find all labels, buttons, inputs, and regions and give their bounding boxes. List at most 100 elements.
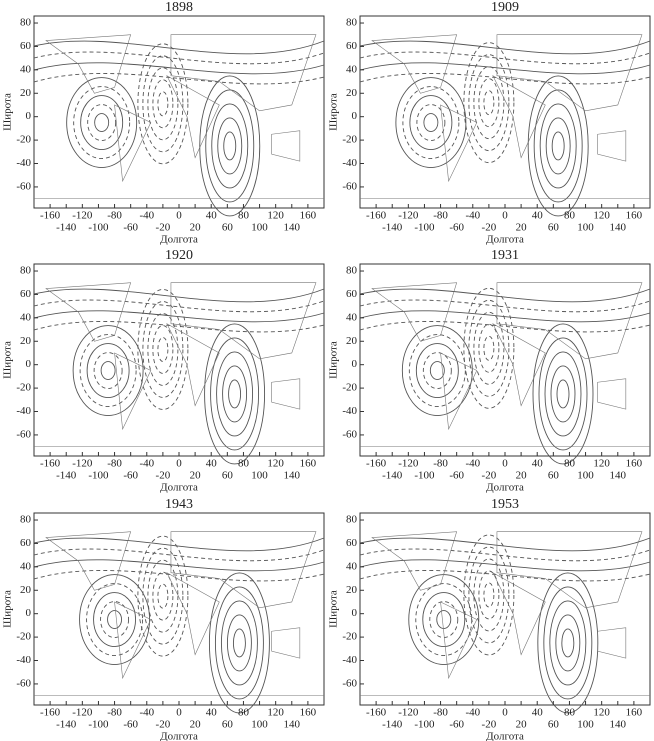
- coastline: [496, 34, 643, 112]
- contour-line: [402, 86, 460, 159]
- x-tick-label: -140: [56, 222, 77, 234]
- x-tick-label: -160: [366, 458, 387, 470]
- contour-line: [422, 352, 452, 389]
- x-tick-label: -100: [414, 470, 435, 482]
- x-tick-label: 0: [176, 707, 182, 719]
- y-tick-label: -60: [342, 180, 357, 192]
- y-tick-label: -20: [16, 631, 31, 643]
- y-tick-label: -60: [16, 428, 31, 440]
- x-tick-label: -60: [123, 222, 138, 234]
- x-tick-label: -120: [398, 458, 419, 470]
- x-tick-label: -80: [433, 707, 448, 719]
- y-tick-label: 80: [20, 17, 32, 29]
- map-frame: [33, 15, 325, 209]
- y-tick-label: -40: [16, 654, 31, 666]
- x-tick-label: -140: [56, 470, 77, 482]
- x-axis-label: Долгота: [486, 731, 524, 741]
- map-panel: 1953806040200-20-40-60-160-140-120-100-8…: [328, 497, 651, 741]
- contour-line: [538, 337, 588, 451]
- x-tick-label: 120: [267, 458, 284, 470]
- x-tick-label: 80: [238, 210, 250, 222]
- x-tick-label: 140: [284, 470, 301, 482]
- x-tick-label: -20: [482, 470, 497, 482]
- contour-line: [33, 299, 325, 313]
- map-panel: 1920806040200-20-40-60-160-140-120-100-8…: [2, 248, 325, 494]
- contour-line: [359, 40, 651, 55]
- contour-line: [33, 288, 325, 303]
- contour-line: [423, 113, 439, 132]
- contour-line: [73, 86, 131, 159]
- y-tick-label: -60: [16, 180, 31, 192]
- coastline: [492, 74, 546, 159]
- contour-line: [220, 600, 258, 686]
- y-tick-label: 60: [346, 40, 358, 52]
- panel-title: 1943: [165, 497, 193, 512]
- coastline: [114, 352, 152, 431]
- x-tick-label: -80: [433, 458, 448, 470]
- contour-line: [152, 325, 174, 374]
- contour-line: [478, 570, 500, 620]
- y-tick-label: 0: [26, 358, 32, 370]
- y-tick-label: 60: [20, 288, 32, 300]
- y-tick-label: 40: [346, 311, 358, 323]
- contour-line: [80, 95, 124, 150]
- coastline: [492, 322, 546, 407]
- contour-line: [217, 117, 243, 175]
- y-axis-label: Широта: [328, 93, 340, 131]
- contour-line: [100, 601, 130, 638]
- y-tick-label: 0: [352, 110, 358, 122]
- x-axis-label: Долгота: [486, 234, 524, 246]
- y-tick-label: 60: [346, 537, 358, 549]
- x-tick-label: 80: [564, 210, 576, 222]
- x-tick-label: 140: [284, 222, 301, 234]
- coastline: [114, 104, 152, 183]
- contour-line: [33, 51, 325, 65]
- y-tick-label: 60: [20, 537, 32, 549]
- contour-line: [409, 95, 453, 150]
- contour-line: [551, 131, 565, 161]
- x-tick-label: -80: [107, 210, 122, 222]
- contour-line: [463, 534, 515, 656]
- contour-line: [152, 79, 174, 129]
- contour-line: [147, 313, 179, 386]
- contour-line: [86, 583, 144, 656]
- contour-line: [545, 117, 571, 175]
- y-tick-label: 0: [352, 358, 358, 370]
- x-tick-label: 160: [626, 210, 643, 222]
- y-tick-label: 60: [346, 288, 358, 300]
- contour-line: [137, 535, 189, 657]
- contour-line: [72, 325, 144, 416]
- x-tick-label: 140: [284, 719, 301, 731]
- contour-line: [359, 73, 651, 85]
- coastline: [170, 34, 317, 112]
- x-tick-label: 40: [206, 458, 218, 470]
- contour-line: [359, 62, 651, 75]
- contour-line: [429, 361, 445, 380]
- x-tick-label: -80: [107, 458, 122, 470]
- x-tick-label: 120: [267, 210, 284, 222]
- x-tick-label: 160: [300, 210, 317, 222]
- contour-line: [359, 559, 651, 572]
- y-tick-label: 80: [346, 514, 358, 526]
- contour-line: [33, 559, 325, 572]
- x-tick-label: -140: [56, 719, 77, 731]
- x-tick-label: -40: [465, 458, 480, 470]
- x-tick-label: -60: [449, 470, 464, 482]
- contour-line: [463, 287, 515, 409]
- contour-line: [33, 310, 325, 323]
- y-tick-label: 40: [20, 560, 32, 572]
- x-tick-label: -40: [465, 707, 480, 719]
- y-axis-label: Широта: [328, 590, 340, 628]
- x-tick-label: 160: [626, 458, 643, 470]
- contour-line: [33, 537, 325, 552]
- x-tick-label: -140: [382, 719, 403, 731]
- x-tick-label: 40: [206, 707, 218, 719]
- contour-line: [408, 334, 466, 407]
- contour-line: [208, 572, 270, 714]
- x-tick-label: 40: [532, 458, 544, 470]
- map-panel: 1943806040200-20-40-60-160-140-120-100-8…: [2, 497, 325, 741]
- contour-line: [359, 288, 651, 303]
- contour-line: [359, 299, 651, 313]
- x-axis-label: Долгота: [486, 482, 524, 494]
- contour-line: [216, 351, 254, 437]
